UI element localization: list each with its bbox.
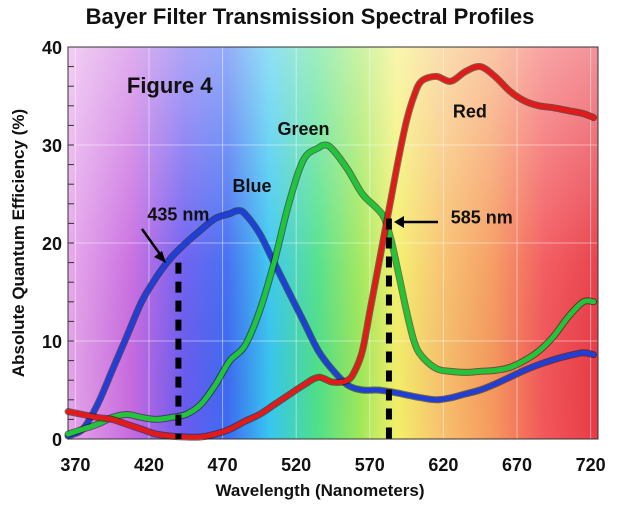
- annotation-label: 435 nm: [147, 204, 209, 224]
- annotation-label: 585 nm: [451, 207, 513, 227]
- series-layer: [64, 62, 598, 441]
- arrow-585-head-icon: [394, 216, 404, 228]
- x-tick-label: 420: [134, 455, 164, 475]
- x-axis: 370 420 470 520 570 620 670 720: [60, 455, 605, 475]
- annotation-label: Blue: [233, 176, 272, 196]
- annotation-label: Figure 4: [127, 73, 213, 98]
- arrow-435-icon: [140, 228, 164, 258]
- x-axis-label: Wavelength (Nanometers): [215, 481, 424, 500]
- x-tick-label: 720: [576, 455, 606, 475]
- chart-title: Bayer Filter Transmission Spectral Profi…: [86, 4, 535, 29]
- x-tick-label: 470: [208, 455, 238, 475]
- x-tick-label: 520: [281, 455, 311, 475]
- x-tick-label: 670: [502, 455, 532, 475]
- y-tick-label: 40: [42, 38, 62, 58]
- series-line-green: [65, 142, 597, 437]
- plot-frame: [67, 46, 599, 440]
- y-tick-label: 10: [42, 332, 62, 352]
- x-tick-label: 570: [355, 455, 385, 475]
- arrow-435-head-icon: [154, 251, 166, 263]
- y-axis: 0 10 20 30 40: [42, 38, 62, 450]
- annotation-label: Red: [453, 102, 487, 122]
- y-tick-label: 30: [42, 136, 62, 156]
- y-tick-label: 0: [52, 430, 62, 450]
- series-line-blue: [65, 208, 597, 439]
- series-line-red: [65, 63, 597, 440]
- x-tick-label: 370: [60, 455, 90, 475]
- marker-layer: [175, 218, 392, 439]
- x-tick-label: 620: [428, 455, 458, 475]
- y-axis-label: Absolute Quantum Efficiency (%): [9, 109, 28, 377]
- annotation-layer: Figure 4 435 nm 585 nm Blue Green Red: [127, 73, 513, 227]
- annotation-label: Green: [278, 119, 330, 139]
- y-tick-label: 20: [42, 234, 62, 254]
